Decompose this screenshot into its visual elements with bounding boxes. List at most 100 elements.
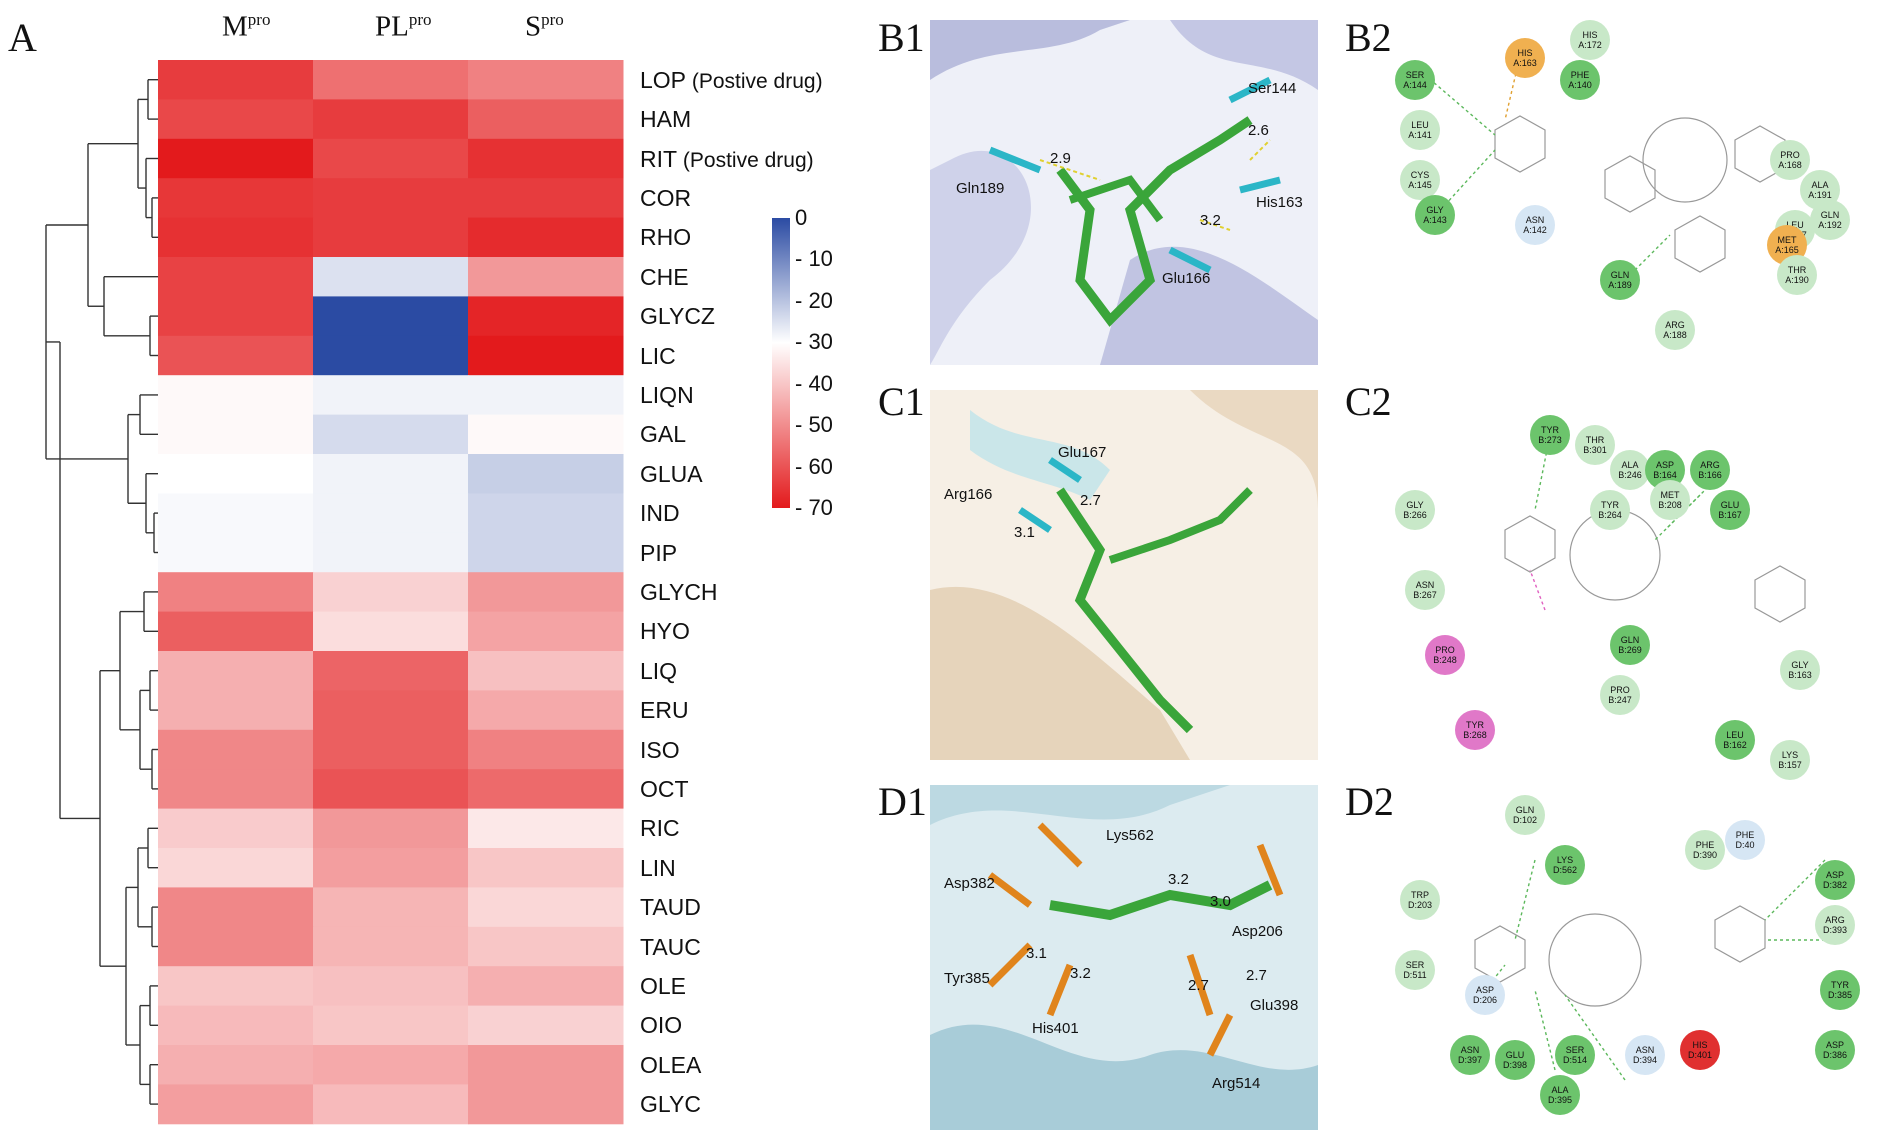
heatmap-cell (313, 572, 469, 613)
panel-label-d1: D1 (878, 779, 927, 824)
panel-label-c1: C1 (878, 379, 925, 424)
heatmap-cell (158, 887, 314, 928)
heatmap-cell (158, 138, 314, 179)
dendrogram (45, 78, 158, 1105)
heatmap-cell (468, 1084, 624, 1125)
heatmap-cell (313, 651, 469, 691)
heatmap-cell (468, 178, 624, 219)
interaction-residue: PRO B:247 (1600, 675, 1640, 715)
interaction-residue: GLN D:102 (1505, 795, 1545, 835)
row-label: LIQN (640, 381, 694, 408)
interaction-residue: PHE D:40 (1725, 820, 1765, 860)
row-label: IND (640, 500, 680, 527)
heatmap-cell (313, 1084, 469, 1125)
interaction-residue: ARG D:393 (1815, 905, 1855, 945)
heatmap-cell (313, 99, 469, 140)
heatmap-cell (158, 1084, 314, 1125)
distance-label: 2.9 (1050, 150, 1071, 167)
interaction-residue: CYS A:145 (1400, 160, 1440, 200)
colorbar-tick: - 10 (795, 246, 833, 272)
heatmap-cell (313, 493, 469, 534)
row-label: OIO (640, 1012, 683, 1039)
heatmap-cell (468, 690, 624, 731)
interaction-residue: ASN A:142 (1515, 205, 1555, 245)
column-header-plpro: PLpro (375, 10, 432, 43)
heatmap-cell (158, 454, 314, 494)
interaction-residue: GLU B:167 (1710, 490, 1750, 530)
interaction-residue: GLY A:143 (1415, 195, 1455, 235)
heatmap-cell (158, 493, 314, 534)
docking-image-c1: Glu167 Arg166 2.7 3.1 (930, 390, 1318, 760)
heatmap-cell (468, 572, 624, 613)
interaction-residue: PHE A:140 (1560, 60, 1600, 100)
distance-label: 3.0 (1210, 893, 1231, 910)
colorbar-tick: - 30 (795, 329, 833, 355)
distance-label: 3.1 (1026, 945, 1047, 962)
heatmap-cell (158, 414, 314, 455)
residue-label: His401 (1032, 1020, 1079, 1037)
heatmap-cell (313, 769, 469, 810)
heatmap-cell (313, 926, 469, 967)
heatmap-cell (468, 729, 624, 770)
row-label: HYO (640, 618, 690, 645)
panel-label-a: A (8, 15, 37, 60)
interaction-residue: GLN A:192 (1810, 200, 1850, 240)
residue-label: Gln189 (956, 180, 1005, 197)
interaction-residue: THR B:301 (1575, 425, 1615, 465)
interaction-residue: ARG B:166 (1690, 450, 1730, 490)
interaction-residue: SER A:144 (1395, 60, 1435, 100)
interaction-residue: TYR B:273 (1530, 415, 1570, 455)
heatmap-svg (45, 60, 624, 1125)
interaction-residue: ASN B:267 (1405, 570, 1445, 610)
row-label: HAM (640, 106, 692, 133)
distance-label: 3.2 (1168, 871, 1189, 888)
heatmap-cell (468, 138, 624, 179)
heatmap-cell (468, 808, 624, 849)
heatmap-cell (158, 217, 314, 258)
heatmap-cell (313, 335, 469, 376)
interaction-residue: TYR D:385 (1820, 970, 1860, 1010)
heatmap-cell (468, 611, 624, 652)
interaction-residue: HIS A:172 (1570, 20, 1610, 60)
heatmap-cell (468, 532, 624, 573)
docking-image-b1: Gln189 Ser144 His163 Glu166 2.9 2.6 3.2 (930, 20, 1318, 365)
interaction-residue: GLN A:189 (1600, 260, 1640, 300)
heatmap-cells (158, 60, 624, 1125)
heatmap-cell (468, 414, 624, 455)
heatmap-cell (158, 611, 314, 652)
colorbar-tick: 0 (795, 205, 808, 230)
interaction-residue: GLY B:163 (1780, 650, 1820, 690)
interaction-residue: ASP D:382 (1815, 860, 1855, 900)
distance-label: 2.6 (1248, 122, 1269, 139)
interaction-residue: LYS B:157 (1770, 740, 1810, 780)
heatmap-cell (468, 99, 624, 140)
residue-label: Tyr385 (944, 970, 990, 987)
heatmap-cell (158, 178, 314, 219)
interaction-residue: ASN D:394 (1625, 1035, 1665, 1075)
colorbar-tick: - 70 (795, 495, 833, 520)
row-label: GLUA (640, 460, 703, 487)
residue-label: Glu167 (1058, 444, 1107, 461)
heatmap-cell (313, 217, 469, 258)
panel-label-b1: B1 (878, 15, 925, 60)
residue-label: Ser144 (1248, 80, 1297, 97)
interaction-residue: ASP D:386 (1815, 1030, 1855, 1070)
residue-label: Arg514 (1212, 1075, 1261, 1092)
heatmap-cell (468, 454, 624, 494)
interaction-residue: HIS A:163 (1505, 38, 1545, 78)
row-note: (Postive drug) (686, 69, 823, 93)
interaction-residue: PRO B:248 (1425, 635, 1465, 675)
colorbar-tick: - 40 (795, 370, 833, 396)
distance-label: 2.7 (1188, 977, 1209, 994)
heatmap-cell (313, 887, 469, 928)
heatmap-cell (468, 296, 624, 337)
heatmap-cell (158, 926, 314, 967)
heatmap-cell (158, 532, 314, 573)
heatmap-cell (313, 178, 469, 219)
row-label: TAUD (640, 894, 701, 921)
heatmap-cell (468, 966, 624, 1007)
heatmap-cell (313, 532, 469, 573)
heatmap-cell (468, 651, 624, 691)
interaction-residue: LEU A:141 (1400, 110, 1440, 150)
residue-label: Asp382 (944, 875, 995, 892)
